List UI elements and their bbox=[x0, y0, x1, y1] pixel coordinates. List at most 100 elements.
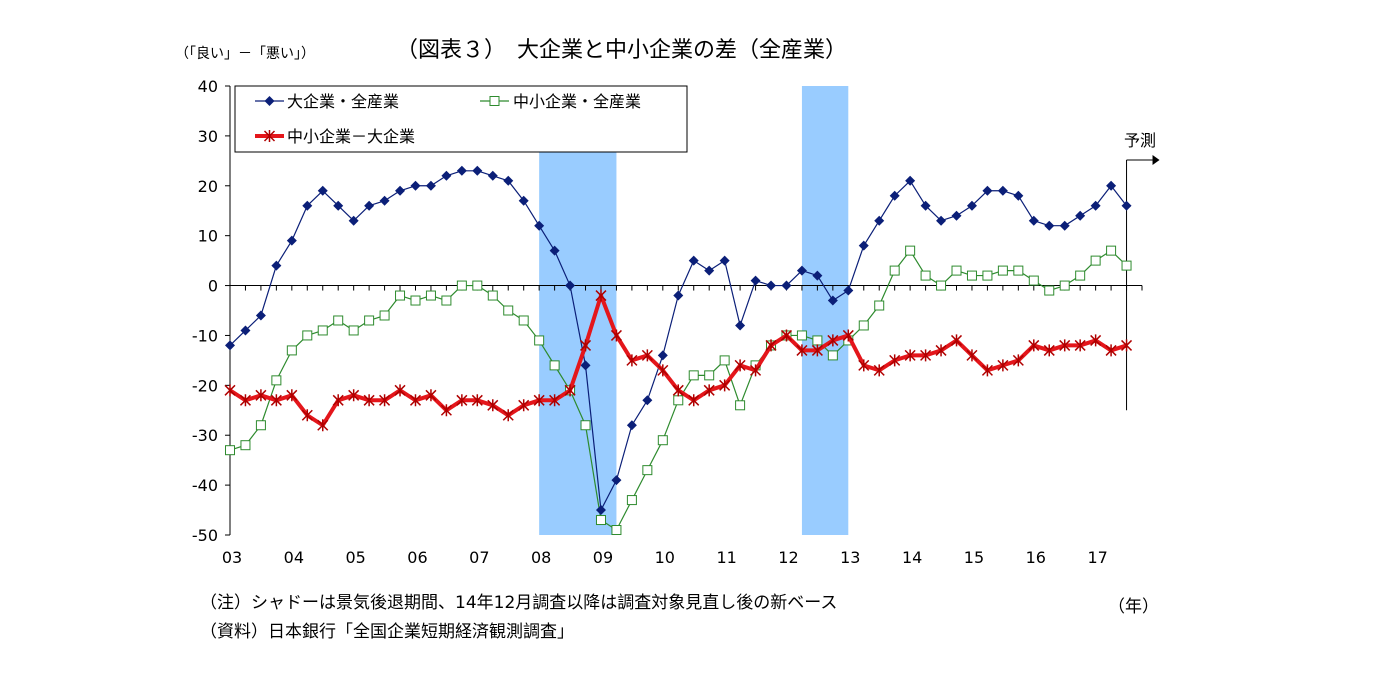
series-2-point-27 bbox=[641, 349, 653, 362]
series-2-point-49 bbox=[981, 364, 993, 377]
series-2-point-43 bbox=[889, 354, 901, 367]
series-0-point-46 bbox=[936, 215, 947, 226]
x-tick-label: 12 bbox=[778, 548, 798, 567]
series-0-point-31 bbox=[704, 265, 715, 276]
series-1-point-57 bbox=[1106, 245, 1117, 256]
series-0-point-58 bbox=[1121, 200, 1132, 211]
series-0-point-35 bbox=[766, 280, 777, 291]
series-1-point-24 bbox=[595, 515, 606, 526]
series-1-point-13 bbox=[425, 290, 436, 301]
y-tick-label: -50 bbox=[192, 526, 218, 545]
series-2-point-19 bbox=[518, 399, 530, 412]
series-2-point-20 bbox=[533, 394, 545, 407]
series-1-point-52 bbox=[1028, 275, 1039, 286]
series-1-point-48 bbox=[966, 270, 977, 281]
recession-shading bbox=[539, 86, 849, 535]
legend-marker-2 bbox=[263, 130, 276, 142]
y-axis-label: （「良い」－「悪い」） bbox=[175, 46, 315, 62]
series-1-point-12 bbox=[410, 295, 421, 306]
y-tick-label: 20 bbox=[198, 177, 218, 196]
series-1-point-7 bbox=[333, 315, 344, 326]
series-0-point-49 bbox=[982, 185, 993, 196]
series-1-point-4 bbox=[286, 345, 297, 356]
series-2-point-12 bbox=[409, 394, 422, 407]
series-1-point-5 bbox=[302, 330, 313, 341]
series-1-point-33 bbox=[735, 400, 746, 411]
series-1-point-42 bbox=[874, 300, 885, 311]
series-0-point-55 bbox=[1075, 210, 1086, 221]
series-1-point-32 bbox=[719, 355, 730, 366]
series-0-point-27 bbox=[642, 395, 653, 406]
axes bbox=[225, 85, 1143, 536]
series-0-point-6 bbox=[317, 185, 328, 196]
series-2-point-40 bbox=[842, 329, 854, 342]
series-2-point-55 bbox=[1074, 339, 1086, 352]
series-0-point-4 bbox=[286, 235, 297, 246]
y-tick-label: 30 bbox=[198, 127, 218, 146]
series-2-point-53 bbox=[1043, 344, 1055, 357]
series-2-point-58 bbox=[1121, 339, 1133, 352]
y-tick-label: -10 bbox=[192, 326, 218, 345]
x-tick-label: 05 bbox=[345, 548, 365, 567]
series-1-point-46 bbox=[936, 280, 947, 291]
series-1-point-51 bbox=[1013, 265, 1024, 276]
series-1-point-31 bbox=[704, 370, 715, 381]
series-0-point-42 bbox=[874, 215, 885, 226]
series-2-point-35 bbox=[765, 339, 777, 352]
series-2-point-30 bbox=[688, 394, 700, 407]
legend-label-diff: 中小企業－大企業 bbox=[287, 127, 415, 146]
series-0-point-39 bbox=[827, 295, 838, 306]
series-2-point-1 bbox=[239, 394, 251, 407]
series-0-point-54 bbox=[1059, 220, 1070, 231]
series-0-point-7 bbox=[333, 200, 344, 211]
series-1-point-37 bbox=[796, 330, 807, 341]
series-0-point-18 bbox=[503, 175, 514, 186]
series-1-point-3 bbox=[271, 375, 282, 386]
series-2-point-36 bbox=[780, 329, 793, 342]
series-0-point-2 bbox=[255, 310, 266, 321]
series-2-point-47 bbox=[950, 334, 963, 347]
series-0-point-14 bbox=[441, 170, 452, 181]
series-1-point-49 bbox=[982, 270, 993, 281]
x-tick-label: 07 bbox=[469, 548, 489, 567]
series-2-point-14 bbox=[440, 404, 452, 417]
series-2-point-56 bbox=[1090, 334, 1102, 347]
x-tick-label: 17 bbox=[1087, 548, 1107, 567]
series-1-point-1 bbox=[240, 440, 251, 451]
series-1-point-8 bbox=[348, 325, 359, 336]
series-2-point-39 bbox=[827, 334, 839, 347]
x-tick-label: 10 bbox=[655, 548, 675, 567]
series-2-point-25 bbox=[610, 329, 622, 342]
series-2-point-16 bbox=[471, 394, 483, 407]
series-1-point-27 bbox=[642, 465, 653, 476]
series-2-point-41 bbox=[858, 359, 870, 372]
series-1-point-26 bbox=[626, 495, 637, 506]
series-0-point-20 bbox=[534, 220, 545, 231]
series-2-point-18 bbox=[502, 409, 514, 422]
series-2-point-57 bbox=[1105, 344, 1117, 357]
series-2-point-50 bbox=[997, 359, 1009, 372]
series-0-point-10 bbox=[379, 195, 390, 206]
series-2-point-6 bbox=[317, 419, 329, 432]
series-1-point-28 bbox=[657, 435, 668, 446]
y-tick-label: -40 bbox=[192, 476, 218, 495]
series-2-point-42 bbox=[873, 364, 885, 377]
series-0-point-11 bbox=[395, 185, 406, 196]
forecast-label: 予測 bbox=[1124, 131, 1156, 150]
series-2-point-26 bbox=[626, 354, 638, 367]
series-0-point-41 bbox=[858, 240, 869, 251]
series-2-point-2 bbox=[255, 389, 267, 402]
series-1-point-58 bbox=[1121, 260, 1132, 271]
series-2-point-28 bbox=[657, 364, 669, 377]
series-2 bbox=[224, 289, 1133, 432]
forecast-arrow-head bbox=[1152, 155, 1160, 165]
series-2-point-31 bbox=[703, 384, 715, 397]
series-2-point-3 bbox=[270, 394, 282, 407]
series-1-point-14 bbox=[441, 295, 452, 306]
series-2-point-22 bbox=[564, 384, 576, 397]
series-1-point-19 bbox=[518, 315, 529, 326]
y-tick-label: -20 bbox=[192, 376, 218, 395]
series-1-point-56 bbox=[1090, 255, 1101, 266]
series-0-point-34 bbox=[750, 275, 761, 286]
